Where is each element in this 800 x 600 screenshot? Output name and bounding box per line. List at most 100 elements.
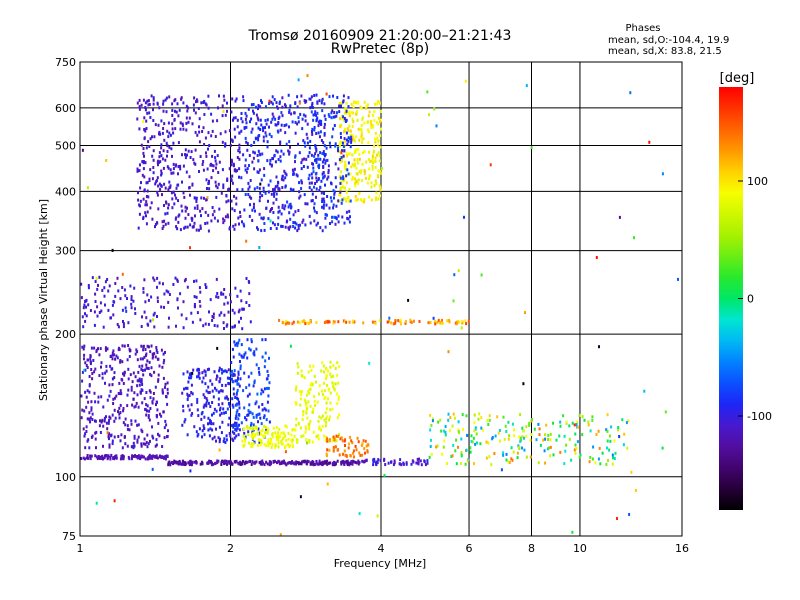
data-point (191, 392, 194, 396)
data-point (280, 149, 283, 153)
data-point (357, 462, 360, 466)
data-point (320, 101, 323, 105)
data-point (326, 195, 329, 198)
data-point (328, 206, 331, 210)
data-point (350, 102, 353, 106)
data-point (166, 129, 169, 133)
data-point (574, 451, 577, 455)
data-point (547, 438, 550, 441)
data-point (190, 374, 193, 378)
data-point (211, 389, 214, 393)
data-point (285, 319, 288, 323)
data-point (388, 316, 391, 320)
data-point (377, 116, 380, 120)
data-point (460, 437, 463, 441)
data-point (267, 440, 270, 444)
data-point (405, 462, 408, 466)
data-point (257, 136, 259, 140)
data-point (344, 107, 347, 111)
data-point (147, 99, 150, 103)
data-point (126, 424, 129, 428)
data-point (281, 174, 284, 178)
data-point (341, 215, 344, 219)
data-point (132, 299, 135, 303)
data-point (223, 219, 226, 223)
data-point (444, 425, 447, 428)
data-point (282, 152, 285, 156)
data-point (238, 146, 241, 150)
data-point (364, 176, 367, 180)
data-point (227, 310, 230, 314)
data-point (294, 120, 297, 124)
data-point (427, 321, 430, 325)
data-point (312, 118, 315, 122)
data-point (208, 390, 211, 394)
data-point (95, 501, 98, 505)
data-point (283, 207, 286, 211)
data-point (152, 454, 154, 458)
data-point (94, 454, 97, 458)
data-point (136, 438, 139, 442)
data-point (377, 174, 379, 177)
data-point (172, 141, 175, 145)
data-point (461, 320, 464, 324)
data-point (363, 198, 366, 202)
data-point (223, 459, 226, 463)
data-point (345, 109, 348, 113)
data-point (122, 322, 125, 326)
data-point (304, 114, 307, 118)
data-point (144, 101, 147, 105)
data-point (277, 158, 280, 161)
data-point (174, 193, 176, 197)
data-point (357, 127, 360, 131)
data-point (379, 127, 382, 131)
data-point (224, 460, 227, 464)
data-point (200, 196, 203, 200)
data-point (309, 139, 312, 143)
data-point (262, 435, 265, 439)
data-point (219, 437, 221, 441)
data-point (138, 212, 141, 216)
data-point (292, 213, 295, 217)
data-point (339, 181, 342, 185)
data-point (174, 127, 177, 131)
data-point (254, 402, 257, 406)
data-point (270, 445, 273, 449)
data-point (264, 351, 267, 355)
data-point (336, 111, 338, 115)
data-point (277, 210, 280, 214)
data-point (371, 158, 374, 162)
data-point (224, 295, 227, 299)
data-point (207, 428, 210, 432)
data-point (319, 130, 322, 134)
data-point (372, 463, 375, 467)
data-point (289, 187, 292, 191)
data-point (247, 193, 250, 196)
data-point (118, 392, 121, 396)
data-point (196, 133, 199, 137)
x-tick-label: 4 (378, 542, 385, 555)
data-point (83, 434, 86, 438)
data-point (199, 155, 202, 158)
data-point (183, 226, 186, 230)
data-point (435, 445, 438, 449)
data-point (120, 377, 123, 381)
data-point (109, 355, 112, 358)
data-point (91, 412, 94, 416)
data-point (232, 118, 234, 122)
data-point (190, 391, 193, 394)
data-point (235, 403, 238, 407)
data-point (190, 413, 193, 417)
data-point (196, 375, 198, 379)
data-point (563, 434, 566, 438)
data-point (164, 98, 167, 102)
data-point (466, 459, 469, 463)
data-point (643, 389, 646, 393)
data-point (136, 350, 139, 354)
data-point (367, 158, 370, 161)
data-point (195, 200, 198, 203)
data-point (148, 389, 151, 393)
data-point (313, 185, 315, 189)
data-point (297, 120, 300, 124)
data-point (312, 407, 315, 411)
